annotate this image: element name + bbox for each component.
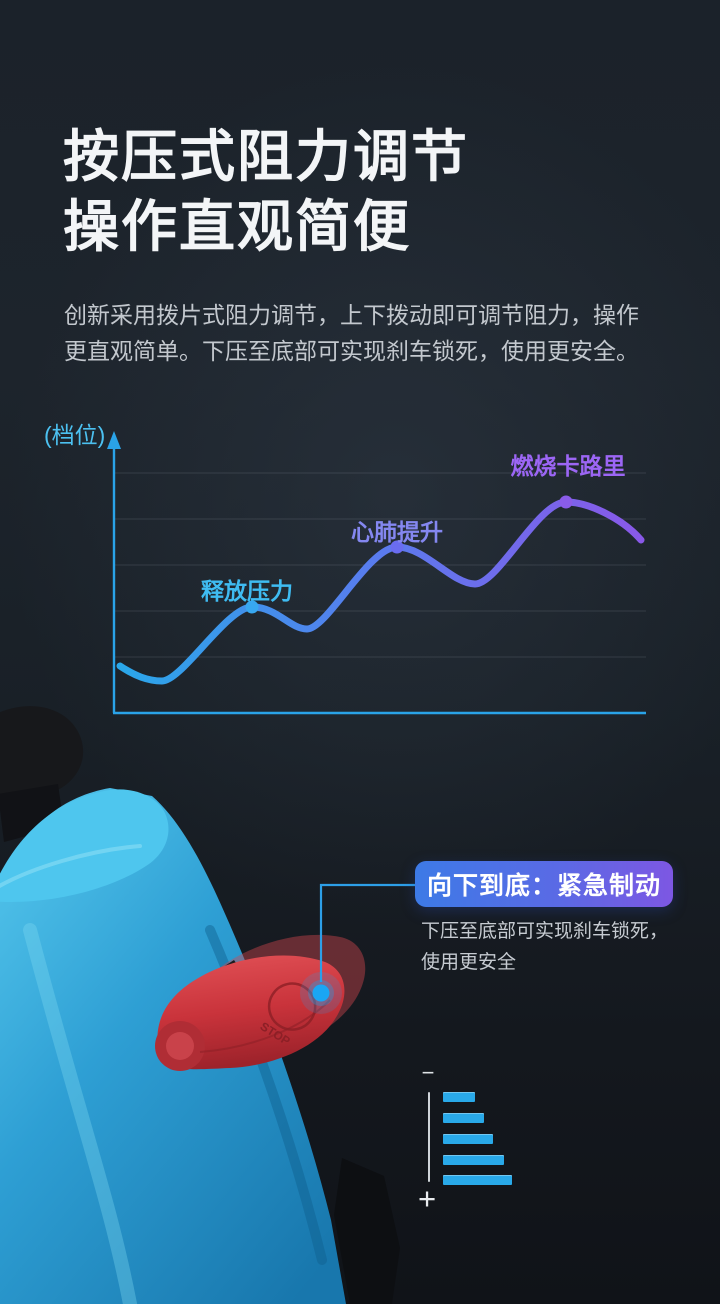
peak-label-burn-calories: 燃烧卡路里 [510, 453, 626, 479]
title-line-2: 操作直观简便 [63, 195, 411, 258]
resistance-bar [443, 1113, 484, 1123]
plus-icon: + [417, 1181, 437, 1216]
indicator-dot [312, 984, 330, 1002]
y-axis-label: (档位) [44, 422, 106, 448]
scale-axis-line [428, 1092, 430, 1182]
peak-dot-2 [390, 540, 404, 554]
callout-connector [300, 883, 415, 1014]
chart-axes [112, 446, 646, 715]
y-axis-arrow-icon [107, 431, 121, 449]
peak-dot-3 [559, 495, 573, 509]
resistance-bar [443, 1134, 493, 1144]
resistance-curve [116, 498, 645, 685]
resistance-curve-chart [107, 431, 646, 715]
intro-line-2: 更直观简单。下压至底部可实现刹车锁死，使用更安全。 [64, 338, 639, 364]
peak-dot-1 [245, 600, 259, 614]
intro-line-1: 创新采用拨片式阻力调节，上下拨动即可调节阻力，操作 [64, 302, 639, 328]
resistance-bar [443, 1175, 512, 1185]
intro-text: 创新采用拨片式阻力调节，上下拨动即可调节阻力，操作 更直观简单。下压至底部可实现… [64, 297, 639, 369]
crank-arm [334, 1158, 400, 1304]
resistance-bar [443, 1155, 504, 1165]
peak-label-cardio-boost: 心肺提升 [351, 519, 443, 545]
peak-label-release-pressure: 释放压力 [201, 578, 293, 604]
chart-gridlines [114, 472, 646, 658]
title-line-1: 按压式阻力调节 [63, 125, 469, 188]
brake-lever: STOP [155, 955, 345, 1071]
page-title: 按压式阻力调节 操作直观简便 [63, 122, 469, 262]
minus-icon: − [421, 1060, 435, 1085]
callout-description: 下压至底部可实现刹车锁死，使用更安全 [421, 921, 669, 973]
callout-pill: 向下到底：紧急制动 [415, 861, 673, 907]
resistance-bar [443, 1092, 475, 1102]
bike-photo: STOP [0, 706, 400, 1304]
